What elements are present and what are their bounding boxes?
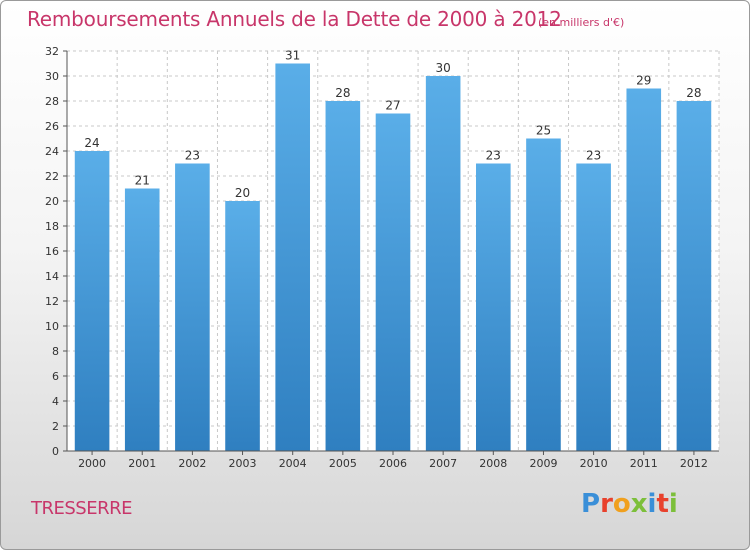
bar-value-label: 31 (285, 49, 300, 63)
x-tick-label: 2012 (680, 457, 708, 470)
bar-2002 (175, 163, 210, 451)
bar-2007 (425, 76, 461, 451)
bar-value-label: 23 (486, 149, 501, 163)
bar-2010 (576, 163, 611, 451)
y-tick-label: 32 (45, 45, 59, 58)
x-tick-label: 2006 (379, 457, 407, 470)
x-tick-label: 2010 (580, 457, 608, 470)
bar-2006 (375, 113, 411, 451)
x-tick-label: 2004 (279, 457, 307, 470)
bar-2012 (676, 101, 712, 451)
y-tick-label: 18 (45, 220, 59, 233)
bar-2009 (526, 138, 561, 451)
bar-value-label: 25 (536, 124, 551, 138)
logo-letter: i (668, 489, 678, 519)
logo-letter: P (581, 489, 601, 519)
y-tick-label: 28 (45, 95, 59, 108)
y-tick-label: 12 (45, 295, 59, 308)
bar-value-label: 29 (636, 74, 651, 88)
x-tick-label: 2007 (429, 457, 457, 470)
bar-2001 (124, 188, 160, 451)
bar-2005 (325, 101, 361, 451)
logo-letter: i (647, 489, 657, 519)
y-tick-label: 10 (45, 320, 59, 333)
y-tick-label: 24 (45, 145, 59, 158)
x-tick-label: 2005 (329, 457, 357, 470)
x-tick-label: 2003 (229, 457, 257, 470)
bar-value-label: 23 (185, 149, 200, 163)
chart-subtitle: (en milliers d'€) (538, 16, 625, 29)
bar-value-label: 30 (436, 61, 451, 75)
x-tick-label: 2009 (529, 457, 557, 470)
bar-value-label: 24 (84, 136, 99, 150)
bar-value-label: 21 (135, 174, 150, 188)
y-tick-label: 30 (45, 70, 59, 83)
commune-name: TRESSERRE (31, 498, 133, 519)
x-tick-label: 2008 (479, 457, 507, 470)
bar-value-label: 28 (686, 86, 701, 100)
bar-value-label: 28 (335, 86, 350, 100)
bar-2008 (476, 163, 511, 451)
bar-value-label: 27 (385, 99, 400, 113)
x-tick-label: 2000 (78, 457, 106, 470)
y-tick-label: 6 (52, 370, 59, 383)
logo-letter: r (600, 489, 613, 519)
y-tick-label: 20 (45, 195, 59, 208)
chart-title: Remboursements Annuels de la Dette de 20… (27, 7, 562, 31)
logo-letter: o (612, 489, 631, 519)
logo-letter: x (630, 489, 648, 519)
bar-value-label: 23 (586, 149, 601, 163)
bar-2003 (225, 201, 260, 451)
y-tick-label: 14 (45, 270, 59, 283)
bar-2011 (626, 88, 662, 451)
y-tick-label: 0 (52, 445, 59, 458)
x-tick-label: 2011 (630, 457, 658, 470)
bar-value-label: 20 (235, 186, 250, 200)
x-tick-label: 2001 (128, 457, 156, 470)
proxiti-logo: Proxiti (581, 489, 678, 519)
bar-2004 (275, 63, 310, 451)
y-tick-label: 26 (45, 120, 59, 133)
bar-2000 (74, 151, 110, 451)
y-tick-label: 8 (52, 345, 59, 358)
logo-letter: t (656, 489, 669, 519)
x-tick-label: 2002 (178, 457, 206, 470)
y-tick-label: 4 (52, 395, 59, 408)
y-tick-label: 2 (52, 420, 59, 433)
y-tick-label: 16 (45, 245, 59, 258)
y-tick-label: 22 (45, 170, 59, 183)
bars: 24 21 23 20 31 28 27 30 23 25 23 29 28 (74, 49, 712, 451)
